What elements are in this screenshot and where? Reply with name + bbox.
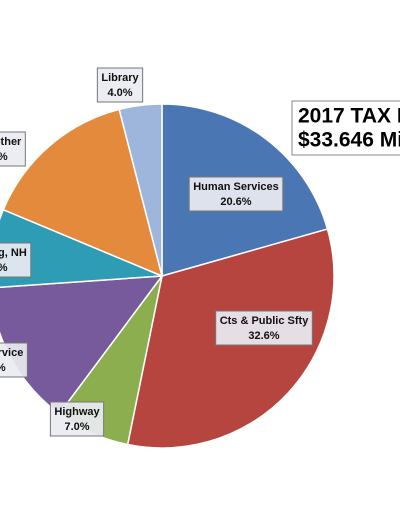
slice-label: Highway 7.0% xyxy=(49,401,105,437)
title-box: 2017 TAX LEVY $33.646 Million xyxy=(291,100,400,156)
value-label: 4.0% xyxy=(107,87,132,99)
category-label: Highway xyxy=(54,406,100,418)
category-label: Library xyxy=(101,72,139,84)
value-label: 20.6% xyxy=(220,196,251,208)
pie-slice xyxy=(118,103,163,277)
slice-label: Debt Service 13.7% xyxy=(0,342,28,378)
category-label: Nursing, NH xyxy=(0,247,27,259)
value-label: 13.7% xyxy=(0,362,6,374)
slice-label: Library 4.0% xyxy=(96,67,144,103)
label-box xyxy=(215,310,313,346)
slice-label: Govt, other 14.7% xyxy=(0,131,26,167)
value-label: 32.6% xyxy=(248,330,279,342)
pie xyxy=(0,103,335,449)
label-box xyxy=(188,176,284,212)
slice-label: Cts & Public Sfty 32.6% xyxy=(215,310,313,346)
chart-title: 2017 TAX LEVY xyxy=(298,105,400,128)
value-label: 7.4% xyxy=(0,262,8,274)
chart-subtitle: $33.646 Million xyxy=(298,129,400,152)
label-box xyxy=(96,67,144,103)
category-label: Debt Service xyxy=(0,347,23,359)
title-frame xyxy=(291,100,400,156)
label-box xyxy=(0,242,32,278)
label-box xyxy=(49,401,105,437)
category-label: Govt, other xyxy=(0,136,22,148)
slice-label: Human Services 20.6% xyxy=(188,176,284,212)
category-label: Human Services xyxy=(193,181,279,193)
label-box xyxy=(0,342,28,378)
category-label: Cts & Public Sfty xyxy=(220,315,310,327)
value-label: 7.0% xyxy=(64,421,89,433)
pie-slice xyxy=(2,108,164,278)
label-box xyxy=(0,131,26,167)
slice-label: Nursing, NH 7.4% xyxy=(0,242,32,278)
value-label: 14.7% xyxy=(0,151,8,163)
